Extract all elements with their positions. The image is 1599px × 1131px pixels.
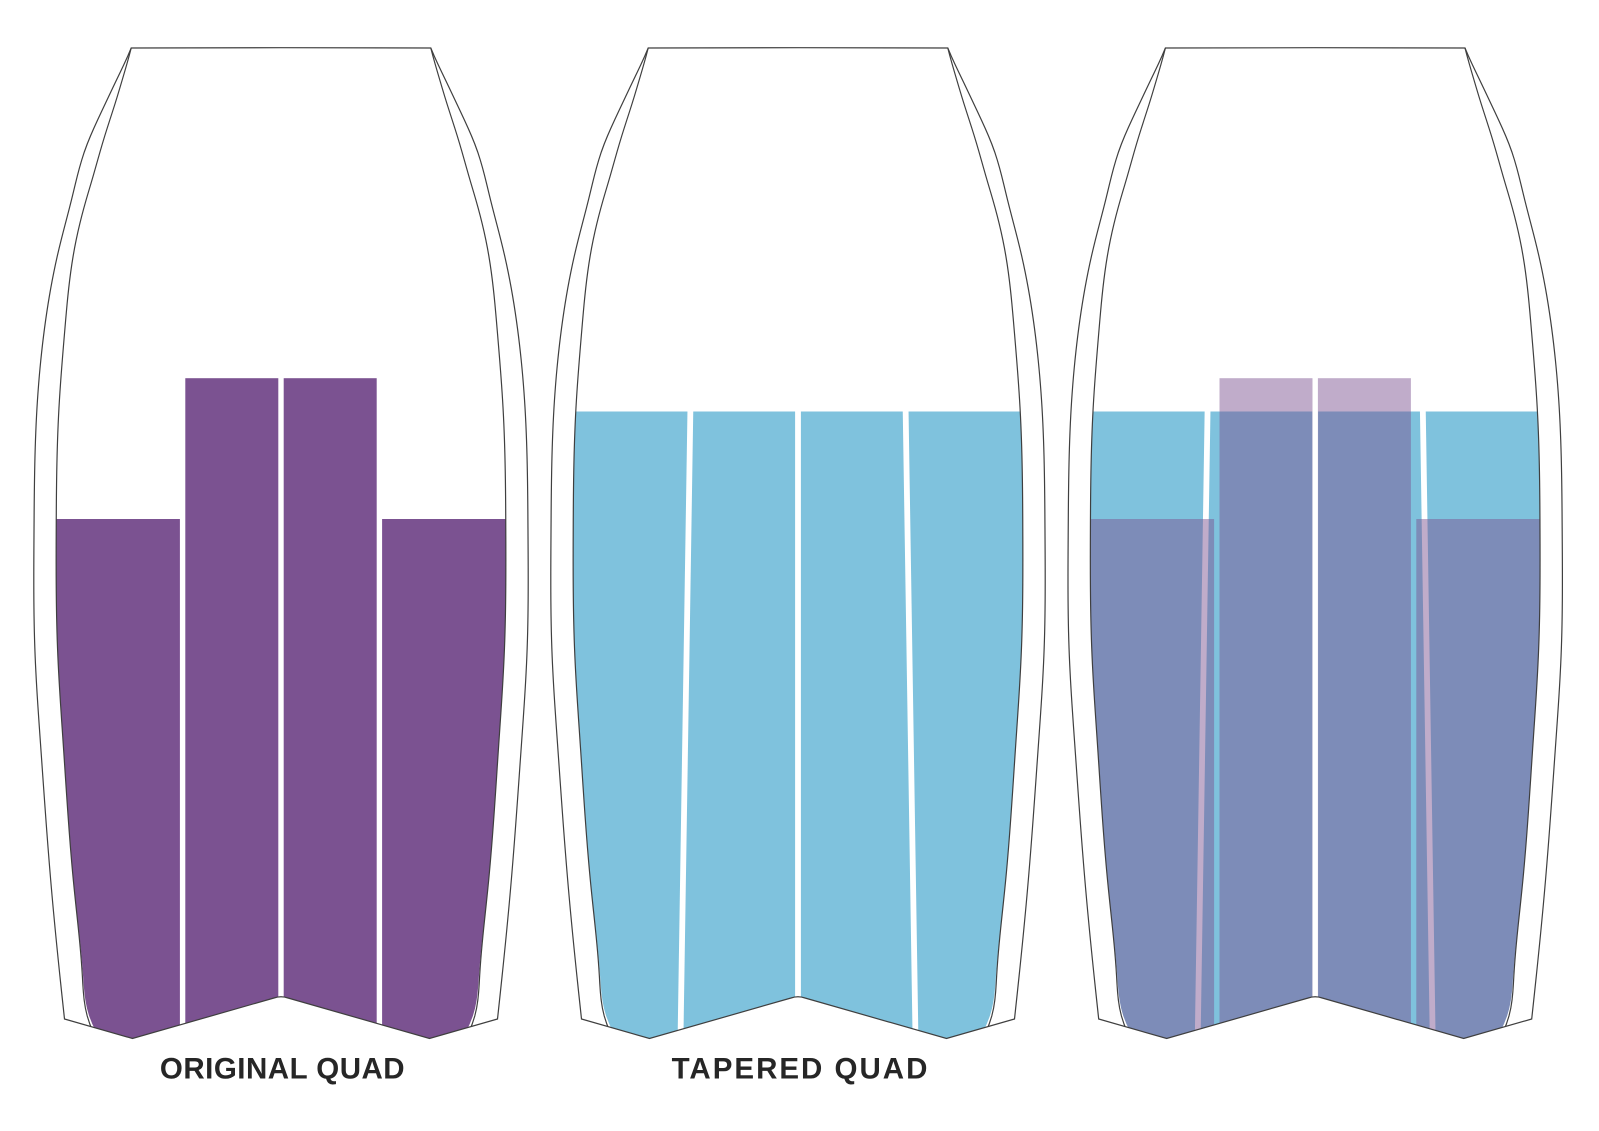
svg-text:ORIGINAL QUAD: ORIGINAL QUAD — [160, 1053, 405, 1086]
svg-text:TAPERED QUAD: TAPERED QUAD — [672, 1053, 930, 1086]
